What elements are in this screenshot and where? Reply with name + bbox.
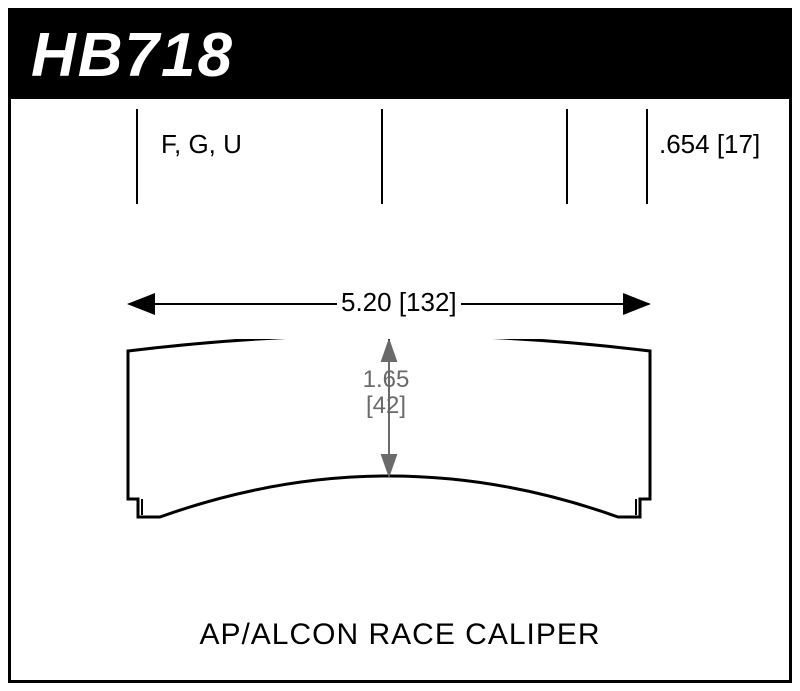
height-mm-value: 42 <box>373 392 400 419</box>
caption: AP/ALCON RACE CALIPER <box>11 618 789 652</box>
tick-mark <box>566 109 568 204</box>
tick-mark <box>136 109 138 204</box>
part-number: HB718 <box>31 20 234 91</box>
thickness-dimension: .654 [17] <box>659 129 760 160</box>
height-inches: 1.65 <box>356 367 416 393</box>
header-bar: HB718 <box>11 11 789 99</box>
width-dimension: 5.20 [132] <box>129 289 649 319</box>
arrow-left-icon <box>127 293 155 315</box>
drawing-area: F, G, U .654 [17] 5.20 [132] 1.65 [42] A… <box>11 99 789 680</box>
width-value: 5.20 [132] <box>337 287 461 318</box>
drawing-frame: HB718 F, G, U .654 [17] 5.20 [132] <box>8 8 792 683</box>
arrow-right-icon <box>623 293 651 315</box>
height-mm: [42] <box>356 393 416 419</box>
tick-mark <box>381 109 383 204</box>
tick-mark <box>646 109 648 204</box>
height-dimension: 1.65 [42] <box>356 367 416 420</box>
variant-codes: F, G, U <box>161 129 242 160</box>
